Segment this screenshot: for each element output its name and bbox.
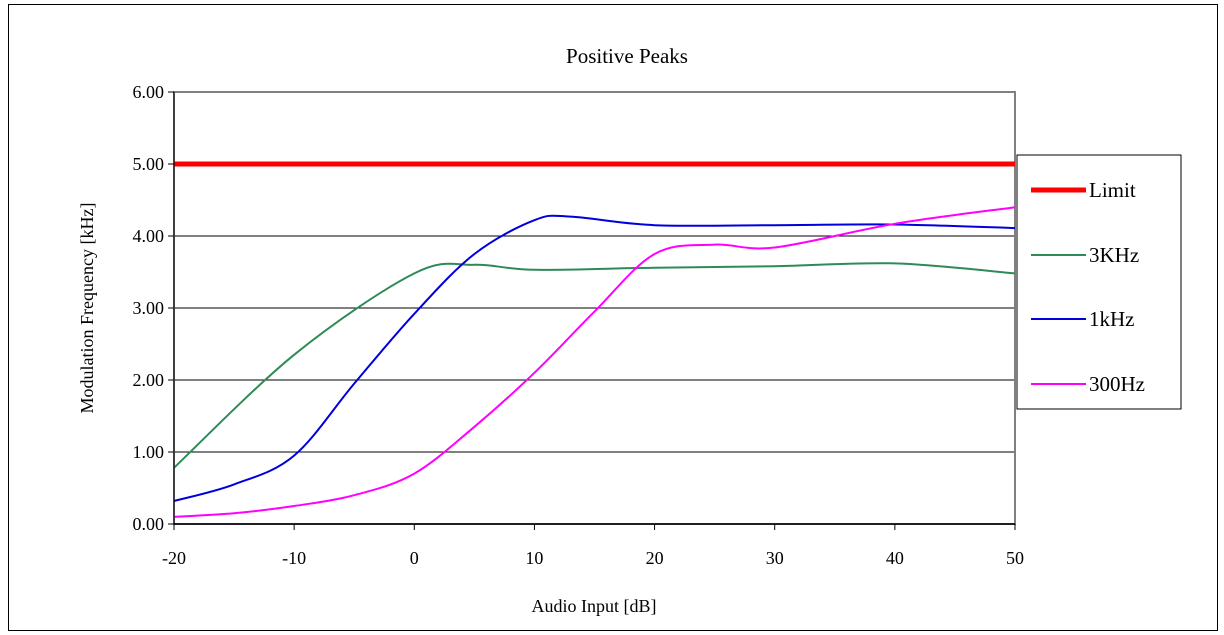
y-tick-label: 4.00 bbox=[133, 226, 165, 246]
y-tick-label: 1.00 bbox=[133, 442, 165, 462]
legend-label-limit: Limit bbox=[1089, 178, 1136, 202]
grid-layer bbox=[174, 163, 1015, 453]
x-tick-label: 20 bbox=[646, 548, 664, 568]
y-tick-label: 5.00 bbox=[133, 154, 165, 174]
legend: Limit 3KHz 1kHz 300Hz bbox=[1016, 154, 1182, 410]
x-tick-label: 10 bbox=[525, 548, 543, 568]
series-layer bbox=[173, 161, 1016, 518]
x-tick-label: -20 bbox=[162, 548, 186, 568]
axis-layer: 0.00 1.00 2.00 3.00 4.00 5.00 6.00 -20 -10 0 10 20 3… bbox=[133, 82, 1025, 568]
legend-label-1khz: 1kHz bbox=[1089, 307, 1135, 331]
chart-title: Positive Peaks bbox=[566, 44, 688, 68]
series-line-300hz bbox=[173, 206, 1016, 518]
y-tick-label: 2.00 bbox=[133, 370, 165, 390]
chart-svg: Positive Peaks 0.00 1.00 2.00 3.00 4.00 5.00 6… bbox=[77, 44, 1182, 616]
y-tick-label: 3.00 bbox=[133, 298, 165, 318]
legend-label-300hz: 300Hz bbox=[1089, 372, 1145, 396]
chart-frame: Positive Peaks 0.00 1.00 2.00 3.00 4.00 5.00 6… bbox=[8, 4, 1218, 631]
legend-label-3khz: 3KHz bbox=[1089, 243, 1139, 267]
y-axis-label: Modulation Frequency [kHz] bbox=[77, 203, 97, 414]
x-axis-label: Audio Input [dB] bbox=[532, 596, 657, 616]
y-tick-label: 6.00 bbox=[133, 82, 165, 102]
series-line-1khz bbox=[173, 214, 1016, 502]
x-tick-label: 30 bbox=[766, 548, 784, 568]
x-tick-label: -10 bbox=[282, 548, 306, 568]
y-tick-label: 0.00 bbox=[133, 514, 165, 534]
x-tick-label: 40 bbox=[886, 548, 904, 568]
series-line-3khz bbox=[173, 262, 1016, 469]
legend-box bbox=[1016, 154, 1182, 410]
x-tick-label: 50 bbox=[1006, 548, 1024, 568]
x-tick-label: 0 bbox=[410, 548, 419, 568]
